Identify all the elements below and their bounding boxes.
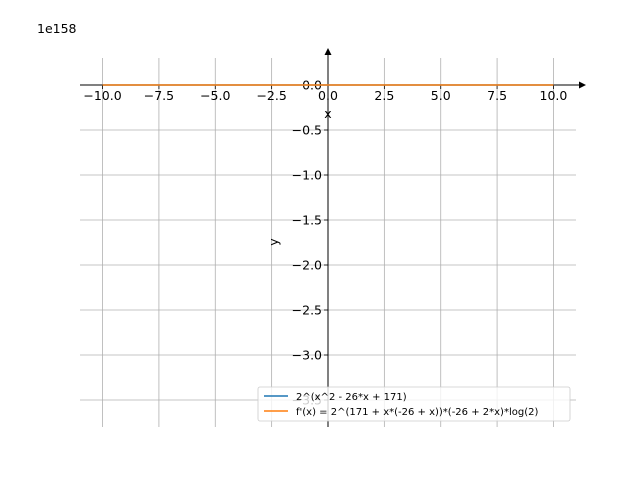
offset-text: 1e158 bbox=[37, 21, 77, 36]
x-tick-label: 10.0 bbox=[540, 88, 568, 103]
x-tick-label: −7.5 bbox=[144, 88, 174, 103]
legend-entry-0: 2^(x^2 - 26*x + 171) bbox=[296, 392, 407, 403]
x-tick-label: 5.0 bbox=[431, 88, 451, 103]
x-tick-label: −10.0 bbox=[83, 88, 121, 103]
y-tick-label: −2.5 bbox=[292, 303, 322, 318]
legend-box bbox=[257, 386, 571, 422]
x-tick-label: 7.5 bbox=[487, 88, 507, 103]
y-tick-label: −1.5 bbox=[292, 213, 322, 228]
x-axis-label: x bbox=[324, 106, 331, 121]
y-tick-label: −3.0 bbox=[292, 348, 322, 363]
y-tick-label: −2.0 bbox=[292, 258, 322, 273]
x-tick-label: 0.0 bbox=[318, 88, 338, 103]
y-axis-label: y bbox=[266, 238, 281, 246]
y-axis-arrow bbox=[324, 48, 332, 55]
x-tick-label: −2.5 bbox=[256, 88, 286, 103]
x-tick-label: −5.0 bbox=[200, 88, 230, 103]
legend: 2^(x^2 - 26*x + 171) f'(x) = 2^(171 + x*… bbox=[257, 386, 571, 422]
legend-entry-1: f'(x) = 2^(171 + x*(-26 + x))*(-26 + 2*x… bbox=[296, 407, 538, 418]
y-tick-label: −1.0 bbox=[292, 168, 322, 183]
y-tick-label: −0.5 bbox=[292, 123, 322, 138]
x-tick-label: 2.5 bbox=[374, 88, 394, 103]
x-axis-arrow bbox=[579, 81, 586, 89]
